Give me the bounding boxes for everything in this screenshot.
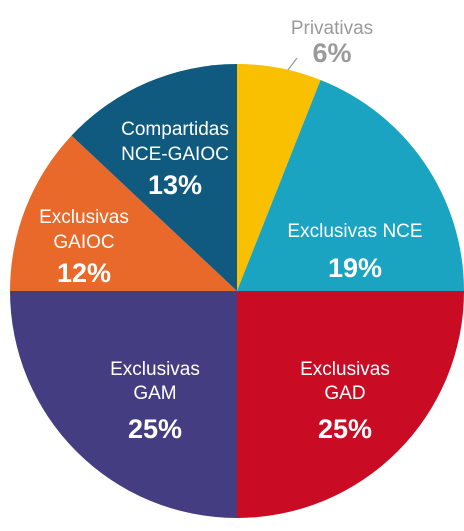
slice-label: Exclusivas [39, 207, 129, 228]
slice [237, 79, 464, 291]
slice-label: Exclusivas [300, 359, 390, 380]
slice-label: Compartidas [121, 119, 229, 140]
value-label: 19% [328, 253, 382, 283]
slice-label: Exclusivas NCE [287, 221, 422, 242]
slice-label: GAM [133, 383, 176, 404]
slice [71, 64, 237, 291]
slice [237, 291, 464, 518]
slice-label: Privativas [291, 18, 373, 39]
slice-label: GAIOC [53, 232, 114, 253]
value-label: 13% [148, 170, 202, 200]
value-label: 12% [57, 258, 111, 288]
slice-label: NCE-GAIOC [121, 144, 229, 165]
value-label: 25% [128, 414, 182, 444]
slice [10, 291, 237, 518]
value-label: 25% [318, 414, 372, 444]
slice [237, 64, 321, 291]
slice-label: Exclusivas [110, 359, 200, 380]
slice-label: GAD [324, 383, 365, 404]
value-label: 6% [312, 38, 351, 68]
slice [10, 135, 237, 291]
